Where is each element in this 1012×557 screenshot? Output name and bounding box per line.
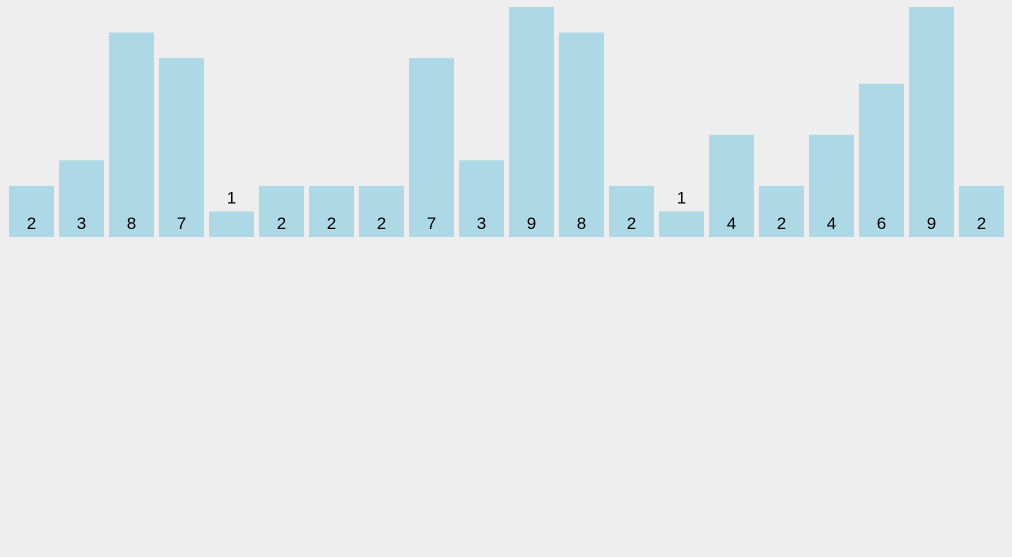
bar — [9, 185, 54, 237]
bar — [709, 134, 754, 237]
bar — [609, 185, 654, 237]
data-label: 4 — [727, 214, 736, 233]
bar — [809, 134, 854, 237]
bar — [409, 58, 454, 237]
data-label: 6 — [877, 214, 886, 233]
data-label: 2 — [627, 214, 636, 233]
data-label: 2 — [777, 214, 786, 233]
data-label: 2 — [377, 214, 386, 233]
bar — [159, 58, 204, 237]
data-label: 2 — [27, 214, 36, 233]
bar — [209, 211, 254, 237]
bar — [759, 185, 804, 237]
data-label: 2 — [977, 214, 986, 233]
bar — [859, 83, 904, 238]
data-label: 2 — [277, 214, 286, 233]
data-label: 3 — [477, 214, 486, 233]
bar — [259, 185, 304, 237]
data-label: 2 — [327, 214, 336, 233]
data-label: 1 — [227, 188, 236, 207]
bar — [509, 7, 554, 237]
data-label: 3 — [77, 214, 86, 233]
bar — [459, 160, 504, 237]
data-label: 7 — [177, 214, 186, 233]
bar — [359, 185, 404, 237]
data-label: 8 — [127, 214, 136, 233]
bar — [59, 160, 104, 237]
data-label: 7 — [427, 214, 436, 233]
bar — [559, 32, 604, 237]
bar — [959, 185, 1004, 237]
bar — [659, 211, 704, 237]
data-label: 9 — [927, 214, 936, 233]
data-label: 1 — [677, 188, 686, 207]
data-label: 8 — [577, 214, 586, 233]
data-label: 9 — [527, 214, 536, 233]
bar — [909, 7, 954, 237]
bar — [109, 32, 154, 237]
bar — [309, 185, 354, 237]
data-label: 4 — [827, 214, 836, 233]
